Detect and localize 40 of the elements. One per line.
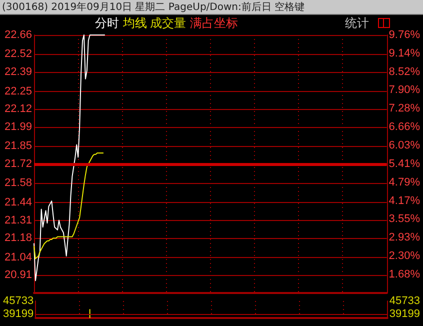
y-tick-label: 21.04: [4, 251, 32, 264]
y-tick-label: 39199: [2, 308, 34, 320]
y2-tick-label: 9.76%: [388, 29, 420, 41]
y-tick-label: 21.44: [4, 196, 32, 208]
y2-tick-label: 7.90%: [388, 84, 420, 96]
y-tick-label: 21.99: [4, 120, 32, 133]
y2-tick-label: 1.68%: [388, 268, 420, 281]
y-tick-label: 21.85: [4, 140, 32, 152]
y-tick-label: 22.12: [4, 103, 32, 116]
y-tick-label: 22.52: [4, 48, 32, 60]
y2-tick-label: 3.55%: [388, 213, 420, 226]
y-tick-label: 45733: [2, 295, 34, 307]
y-tick-label: 20.91: [4, 269, 32, 282]
y-tick-label: 21.18: [4, 232, 32, 244]
y2-tick-label: 2.30%: [388, 250, 420, 262]
y-tick-label: 22.66: [4, 29, 32, 41]
y2-tick-label: 6.03%: [388, 140, 420, 152]
y2-tick-label: 5.41%: [388, 158, 420, 170]
y2-tick-label: 2.93%: [388, 232, 420, 244]
text: 分时: [95, 16, 119, 30]
y-tick-label: 21.31: [4, 214, 32, 226]
y-tick-label: 21.58: [4, 177, 32, 190]
y2-tick-label: 45733: [389, 295, 420, 307]
text: 成交量: [150, 16, 186, 30]
y-tick-label: 21.72: [4, 158, 32, 170]
text: 均线: [122, 16, 147, 30]
y2-tick-label: 4.79%: [388, 176, 420, 188]
line-series: [34, 34, 106, 282]
y2-tick-label: 39199: [389, 308, 420, 320]
y2-tick-label: 9.14%: [388, 47, 420, 60]
text: 满占坐标: [190, 16, 238, 30]
y-tick-label: 22.25: [4, 85, 32, 98]
chart-title: (300168) 2019年09月10日 星期二 PageUp/Down:前后日 空格键: [2, 1, 305, 13]
y-tick-label: 22.39: [4, 66, 32, 78]
y2-tick-label: 6.66%: [388, 120, 420, 133]
text: 统计: [345, 16, 369, 30]
y2-tick-label: 7.28%: [388, 102, 420, 115]
y2-tick-label: 4.17%: [388, 194, 420, 207]
line-series: [34, 152, 104, 260]
y2-tick-label: 8.52%: [388, 66, 420, 78]
